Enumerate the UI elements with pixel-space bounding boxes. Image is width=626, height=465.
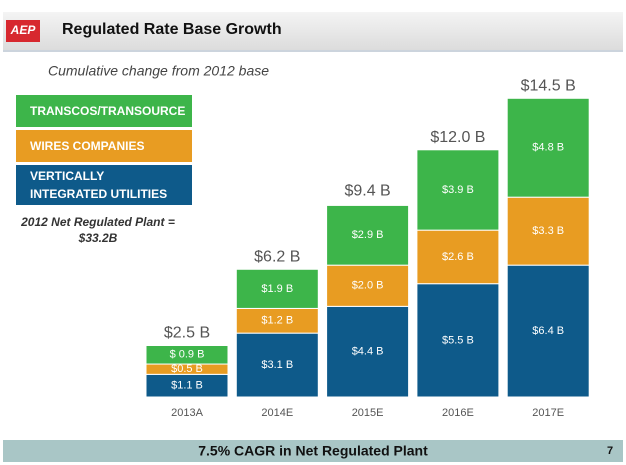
header-bar bbox=[3, 12, 623, 50]
subtitle: Cumulative change from 2012 base bbox=[48, 63, 269, 79]
logo-text: AEP bbox=[10, 23, 37, 37]
title: Regulated Rate Base Growth bbox=[62, 21, 282, 38]
footer-bar bbox=[3, 440, 623, 462]
total-label: $6.2 B bbox=[254, 248, 300, 265]
bar-segment bbox=[506, 97, 590, 198]
bar-segment bbox=[235, 307, 319, 334]
value-label: $2.0 B bbox=[352, 280, 384, 292]
value-label: $1.2 B bbox=[261, 315, 293, 327]
bar-segment bbox=[235, 268, 319, 309]
legend-item: TRANSCOS/TRANSOURCE bbox=[16, 95, 192, 127]
value-label: $ 0.9 B bbox=[170, 349, 205, 361]
legend-item: VERTICALLY INTEGRATED UTILITIES bbox=[16, 165, 192, 205]
value-label: $1.1 B bbox=[171, 380, 203, 392]
total-label: $12.0 B bbox=[430, 129, 485, 146]
bar-segment bbox=[416, 229, 500, 285]
x-tick-label: 2015E bbox=[352, 407, 384, 419]
value-label: $6.4 B bbox=[532, 325, 564, 337]
bar-segment bbox=[326, 204, 410, 266]
annotation: 2012 Net Regulated Plant = $33.2B bbox=[21, 215, 175, 245]
value-label: $1.9 B bbox=[261, 283, 293, 295]
legend-item: WIRES COMPANIES bbox=[16, 130, 192, 162]
bar-segment bbox=[506, 264, 590, 398]
bar-segment bbox=[326, 264, 410, 307]
x-tick-label: 2014E bbox=[261, 407, 293, 419]
value-label: $4.4 B bbox=[352, 346, 384, 358]
total-label: $14.5 B bbox=[521, 78, 576, 95]
bar-segment bbox=[416, 149, 500, 231]
bar-segment bbox=[145, 345, 229, 365]
total-label: $9.4 B bbox=[344, 183, 390, 200]
total-label: $2.5 B bbox=[164, 325, 210, 342]
x-tick-label: 2017E bbox=[532, 407, 564, 419]
page-number: 7 bbox=[607, 445, 613, 457]
value-label: $3.9 B bbox=[442, 184, 474, 196]
value-label: $5.5 B bbox=[442, 334, 474, 346]
footer-text: 7.5% CAGR in Net Regulated Plant bbox=[198, 443, 428, 459]
value-label: $4.8 B bbox=[532, 142, 564, 154]
logo bbox=[6, 20, 40, 42]
bar-segment bbox=[506, 196, 590, 266]
value-label: $3.1 B bbox=[261, 359, 293, 371]
x-tick-label: 2013A bbox=[171, 407, 203, 419]
value-label: $2.9 B bbox=[352, 229, 384, 241]
value-label: $0.5 B bbox=[171, 363, 203, 375]
plot: $1.1 B $0.5 B $ 0.9 B $2.5 B 2013A $3.1 B $1.2… bbox=[145, 78, 590, 419]
value-label: $2.6 B bbox=[442, 251, 474, 263]
bar-segment bbox=[326, 305, 410, 398]
x-tick-label: 2016E bbox=[442, 407, 474, 419]
value-label: $3.3 B bbox=[532, 225, 564, 237]
bar-segment bbox=[235, 332, 319, 398]
